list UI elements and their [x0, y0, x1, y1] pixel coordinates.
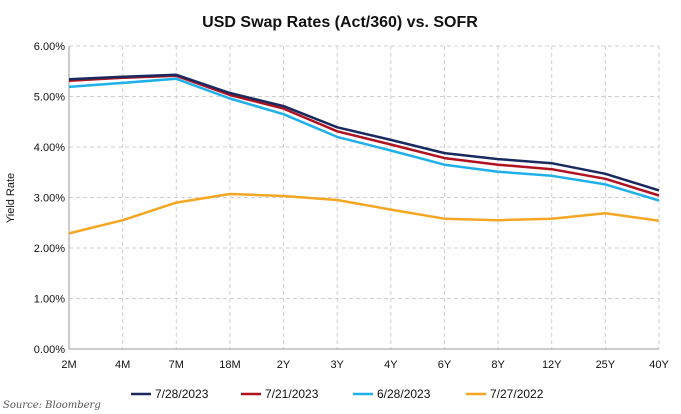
y-tick-label: 4.00% [34, 142, 65, 154]
x-axis-ticks: 2M 4M 7M 18M 2Y 3Y 4Y 6Y 8Y 12Y 25Y 40Y [61, 359, 669, 371]
series-line-6/28/2023 [68, 77, 660, 202]
x-tick-label: 7M [169, 359, 184, 371]
x-tick-label: 4M [115, 359, 130, 371]
x-tick-label: 2M [61, 359, 76, 371]
x-tick-label: 6Y [438, 359, 452, 371]
x-tick-label: 4Y [384, 359, 398, 371]
x-tick-label: 2Y [277, 359, 291, 371]
x-tick-label: 8Y [491, 359, 505, 371]
grid [68, 45, 660, 350]
series-line-7/28/2023 [68, 73, 660, 192]
legend-label: 7/27/2022 [490, 387, 544, 401]
y-tick-label: 0.00% [34, 344, 65, 356]
chart-title: USD Swap Rates (Act/360) vs. SOFR [202, 14, 478, 31]
y-tick-label: 1.00% [34, 294, 65, 306]
x-tick-label: 18M [219, 359, 240, 371]
y-tick-label: 3.00% [34, 193, 65, 205]
legend: 7/28/2023 7/21/2023 6/28/2023 7/27/2022 [131, 387, 544, 401]
y-tick-label: 2.00% [34, 243, 65, 255]
y-tick-label: 5.00% [34, 92, 65, 104]
y-tick-label: 6.00% [34, 41, 65, 53]
x-tick-label: 25Y [596, 359, 616, 371]
x-tick-label: 40Y [649, 359, 669, 371]
source-note: Source: Bloomberg [3, 400, 101, 411]
y-axis-label: Yield Rate [5, 173, 17, 223]
legend-label: 6/28/2023 [377, 387, 431, 401]
series-line-7/27/2022 [68, 192, 660, 235]
x-tick-label: 12Y [542, 359, 562, 371]
series-lines [68, 73, 660, 235]
legend-label: 7/28/2023 [155, 387, 209, 401]
y-axis-ticks: 0.00% 1.00% 2.00% 3.00% 4.00% 5.00% 6.00% [34, 41, 65, 356]
x-tick-label: 3Y [330, 359, 344, 371]
legend-label: 7/21/2023 [265, 387, 319, 401]
